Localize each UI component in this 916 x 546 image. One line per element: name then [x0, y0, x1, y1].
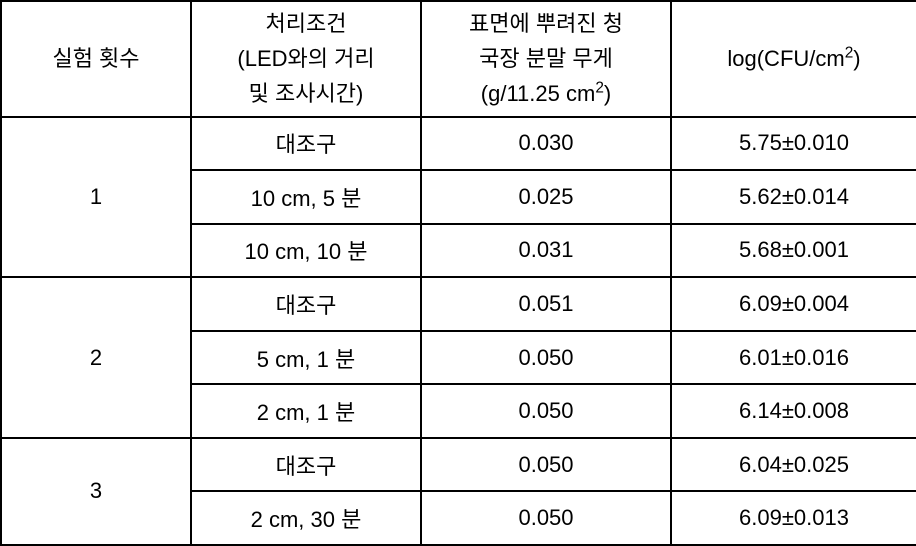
condition-cell: 10 cm, 5 분	[191, 170, 421, 224]
condition-cell: 5 cm, 1 분	[191, 331, 421, 385]
header-weight-line2: 국장 분말 무게	[479, 46, 613, 71]
experiment-number-cell: 2	[1, 277, 191, 438]
condition-cell: 2 cm, 1 분	[191, 384, 421, 438]
header-weight-line3-suffix: )	[604, 81, 611, 106]
header-experiment-count: 실험 횟수	[1, 1, 191, 117]
logcfu-cell: 5.68±0.001	[671, 224, 916, 278]
header-logcfu-prefix: log(CFU/cm	[727, 46, 844, 71]
logcfu-cell: 6.14±0.008	[671, 384, 916, 438]
header-logcfu-suffix: )	[853, 46, 860, 71]
logcfu-cell: 6.09±0.004	[671, 277, 916, 331]
weight-cell: 0.050	[421, 384, 671, 438]
logcfu-cell: 6.01±0.016	[671, 331, 916, 385]
weight-cell: 0.025	[421, 170, 671, 224]
experiment-number-cell: 3	[1, 438, 191, 545]
weight-cell: 0.050	[421, 331, 671, 385]
weight-cell: 0.051	[421, 277, 671, 331]
condition-cell: 대조구	[191, 438, 421, 492]
table-body: 1 대조구 0.030 5.75±0.010 10 cm, 5 분 0.025 …	[1, 117, 916, 545]
weight-cell: 0.050	[421, 438, 671, 492]
experiment-number-cell: 1	[1, 117, 191, 278]
weight-cell: 0.030	[421, 117, 671, 171]
logcfu-cell: 5.75±0.010	[671, 117, 916, 171]
header-log-cfu: log(CFU/cm2)	[671, 1, 916, 117]
experiment-data-table: 실험 횟수 처리조건 (LED와의 거리 및 조사시간) 표면에 뿌려진 청 국…	[0, 0, 916, 546]
logcfu-cell: 6.09±0.013	[671, 491, 916, 545]
table-row: 1 대조구 0.030 5.75±0.010	[1, 117, 916, 171]
header-weight-line3-prefix: (g/11.25 cm	[481, 81, 596, 106]
condition-cell: 대조구	[191, 277, 421, 331]
condition-cell: 2 cm, 30 분	[191, 491, 421, 545]
weight-cell: 0.050	[421, 491, 671, 545]
table-row: 2 대조구 0.051 6.09±0.004	[1, 277, 916, 331]
logcfu-cell: 5.62±0.014	[671, 170, 916, 224]
superscript-2: 2	[595, 80, 604, 97]
header-treatment-condition: 처리조건 (LED와의 거리 및 조사시간)	[191, 1, 421, 117]
condition-cell: 10 cm, 10 분	[191, 224, 421, 278]
header-weight-line1: 표면에 뿌려진 청	[469, 11, 623, 36]
superscript-2: 2	[845, 45, 854, 62]
condition-cell: 대조구	[191, 117, 421, 171]
logcfu-cell: 6.04±0.025	[671, 438, 916, 492]
table-header-row: 실험 횟수 처리조건 (LED와의 거리 및 조사시간) 표면에 뿌려진 청 국…	[1, 1, 916, 117]
header-surface-powder-weight: 표면에 뿌려진 청 국장 분말 무게 (g/11.25 cm2)	[421, 1, 671, 117]
table-row: 3 대조구 0.050 6.04±0.025	[1, 438, 916, 492]
weight-cell: 0.031	[421, 224, 671, 278]
